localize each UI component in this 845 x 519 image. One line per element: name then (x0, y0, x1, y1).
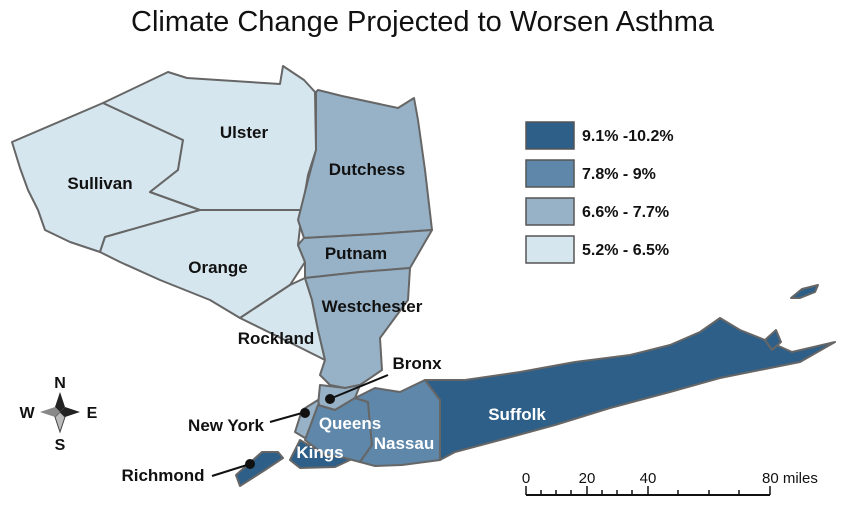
label-queens: Queens (319, 414, 381, 433)
label-westchester: Westchester (322, 297, 423, 316)
label-sullivan: Sullivan (67, 174, 132, 193)
county-richmond[interactable] (235, 451, 284, 487)
dot-richmond (245, 459, 255, 469)
scale-tick-0: 0 (522, 470, 530, 487)
compass-north: N (54, 375, 66, 392)
suffolk-island-small (790, 284, 819, 299)
legend-label-1: 9.1% -10.2% (582, 128, 674, 145)
county-suffolk[interactable] (424, 317, 836, 461)
compass-south: S (55, 437, 66, 454)
county-nassau[interactable] (354, 379, 441, 467)
label-suffolk: Suffolk (488, 405, 546, 424)
label-bronx: Bronx (392, 354, 442, 373)
suffolk-island-bay (764, 329, 782, 351)
label-new-york: New York (188, 416, 264, 435)
legend-swatch-2 (525, 159, 575, 188)
legend-swatch-3 (525, 197, 575, 226)
scale-tick-80: 80 miles (762, 470, 818, 487)
compass-rose-icon: N S W E (19, 375, 97, 454)
label-rockland: Rockland (238, 329, 315, 348)
label-kings: Kings (296, 443, 343, 462)
dot-new-york (300, 408, 310, 418)
label-ulster: Ulster (220, 123, 269, 142)
leader-richmond (211, 464, 248, 477)
county-dutchess[interactable] (297, 89, 433, 239)
dot-bronx (325, 394, 335, 404)
leader-new-york (269, 412, 303, 423)
scale-tick-40: 40 (640, 470, 657, 487)
legend: 9.1% -10.2% 7.8% - 9% 6.6% - 7.7% 5.2% -… (525, 121, 674, 264)
legend-label-4: 5.2% - 6.5% (582, 242, 669, 259)
label-nassau: Nassau (374, 434, 434, 453)
legend-swatch-1 (525, 121, 575, 150)
leader-bronx (331, 374, 389, 399)
legend-swatch-4 (525, 235, 575, 264)
compass-west: W (19, 405, 35, 422)
label-dutchess: Dutchess (329, 160, 406, 179)
county-kings[interactable] (289, 439, 351, 469)
compass-east: E (87, 405, 98, 422)
label-richmond: Richmond (121, 466, 204, 485)
legend-label-2: 7.8% - 9% (582, 166, 656, 183)
map-title: Climate Change Projected to Worsen Asthm… (131, 6, 714, 38)
legend-label-3: 6.6% - 7.7% (582, 204, 669, 221)
label-putnam: Putnam (325, 244, 387, 263)
label-orange: Orange (188, 258, 248, 277)
scale-bar: 0 20 40 80 miles (522, 470, 818, 496)
scale-tick-20: 20 (579, 470, 596, 487)
